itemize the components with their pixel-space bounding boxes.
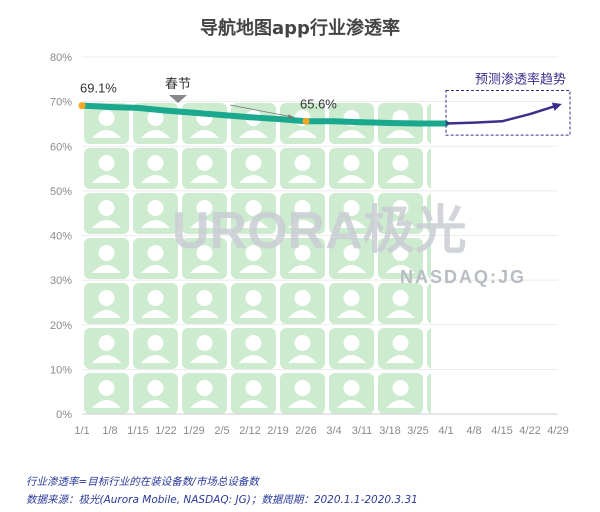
x-tick-label: 2/26 (295, 425, 316, 437)
series-actual-point (163, 107, 169, 114)
series-actual-point (135, 104, 141, 111)
x-tick-label: 1/29 (183, 425, 204, 437)
series-actual-point (387, 120, 393, 127)
y-tick-label: 80% (50, 52, 72, 64)
watermark: URORA极光 NASDAQ:JG (172, 202, 526, 287)
x-tick-label: 1/22 (155, 425, 176, 437)
x-tick-label: 4/8 (466, 425, 481, 437)
chart-title: 导航地图app行业渗透率 (200, 18, 400, 39)
x-tick-label: 2/12 (239, 425, 260, 437)
x-tick-label: 3/25 (407, 425, 428, 437)
value-label: 65.6% (300, 96, 337, 111)
x-tick-label: 1/8 (102, 425, 117, 437)
plot-background (82, 101, 431, 414)
y-tick-label: 50% (50, 186, 72, 198)
series-forecast-line (445, 104, 559, 125)
value-marker (78, 102, 86, 110)
x-tick-label: 4/1 (438, 425, 453, 437)
x-tick-label: 4/29 (547, 425, 568, 437)
series-actual-point (359, 119, 365, 126)
forecast-box (445, 89, 571, 136)
x-tick-label: 4/22 (519, 425, 540, 437)
value-marker (302, 117, 310, 125)
y-tick-label: 0% (56, 409, 72, 421)
series-actual-point (219, 112, 225, 119)
watermark-sub: NASDAQ:JG (400, 267, 526, 287)
trend-arrow (229, 104, 295, 118)
x-tick-label: 1/1 (74, 425, 89, 437)
x-tick-label: 4/15 (491, 425, 512, 437)
series-actual-point (331, 118, 337, 125)
series-actual-point (415, 120, 421, 127)
spring-festival-label: 春节 (165, 77, 191, 92)
x-tick-label: 3/4 (326, 425, 341, 437)
series-actual-point (107, 103, 113, 110)
footnote-source: 数据来源：极光(Aurora Mobile, NASDAQ: JG)；数据周期：… (26, 494, 418, 506)
spring-festival-marker (169, 95, 187, 103)
x-tick-label: 2/19 (267, 425, 288, 437)
y-tick-label: 30% (50, 275, 72, 287)
forecast-label: 预测渗透率趋势 (475, 71, 566, 87)
x-tick-label: 2/5 (214, 425, 229, 437)
x-tick-label: 3/18 (379, 425, 400, 437)
footnote-definition: 行业渗透率=目标行业的在装设备数/市场总设备数 (26, 476, 259, 488)
x-tick-label: 3/11 (352, 425, 373, 437)
y-tick-label: 20% (50, 320, 72, 332)
trend-arrowhead (288, 114, 294, 120)
x-tick-label: 1/15 (127, 425, 148, 437)
y-tick-label: 60% (50, 141, 72, 153)
series-actual-point (191, 109, 197, 116)
y-tick-label: 10% (50, 364, 72, 376)
watermark-brand: URORA极光 (172, 202, 467, 260)
y-tick-label: 40% (50, 231, 72, 243)
forecast-arrowhead (551, 102, 562, 111)
value-label: 69.1% (80, 81, 117, 96)
y-tick-label: 70% (50, 97, 72, 109)
series-actual-point (247, 114, 253, 121)
series-actual-line (79, 102, 449, 127)
series-actual-point (275, 116, 281, 123)
